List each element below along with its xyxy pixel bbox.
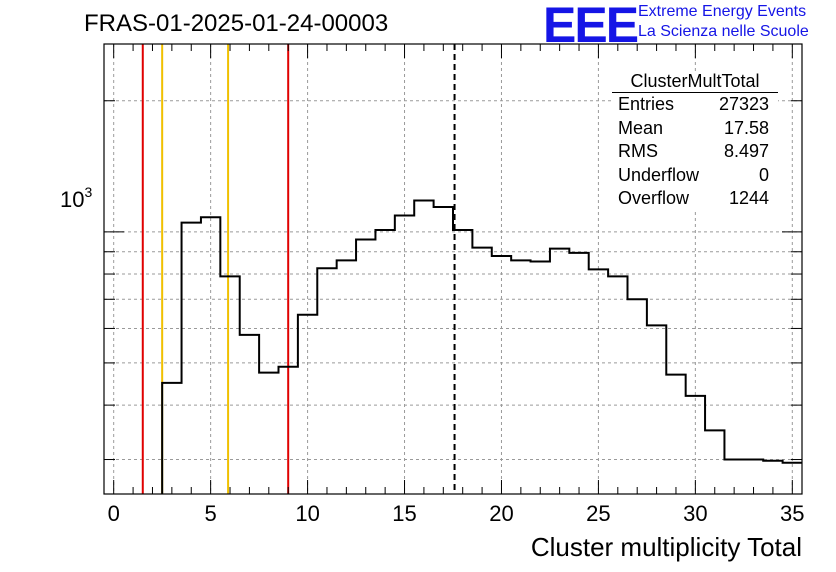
stats-row-overflow: Overflow 1244 [612, 187, 778, 211]
y-tick-label-1000: 103 [60, 184, 93, 212]
stats-row-entries: Entries 27323 [612, 93, 778, 117]
histogram-series [161, 199, 802, 494]
plot-frame-rect [103, 43, 803, 495]
x-tick-label: 35 [780, 501, 805, 526]
x-axis-title: Cluster multiplicity Total [530, 532, 802, 562]
stats-value: 0 [758, 164, 769, 185]
stats-box: ClusterMultTotal Entries 27323 Mean 17.5… [612, 71, 778, 211]
stats-title: ClusterMultTotal [612, 71, 778, 93]
stats-label: RMS [618, 141, 658, 161]
x-tick-label: 20 [489, 501, 514, 526]
x-tick-label: 30 [683, 501, 708, 526]
plot-title: FRAS-01-2025-01-24-00003 [84, 10, 389, 37]
x-tick-label: 25 [586, 501, 611, 526]
stats-label: Underflow [618, 164, 700, 185]
eee-logo: EEE [543, 0, 639, 53]
stats-row-underflow: Underflow 0 [612, 164, 778, 188]
logo-subtitle-1: Extreme Energy Events [638, 3, 807, 20]
stats-value: 17.58 [723, 117, 769, 138]
logo-subtitle-2: La Scienza nelle Scuole [638, 23, 809, 40]
stats-label: Overflow [618, 188, 690, 208]
marker-lines [141, 44, 456, 494]
x-tick-label: 15 [392, 501, 417, 526]
x-tick-label: 0 [107, 501, 120, 526]
stats-label: Mean [618, 117, 664, 138]
stats-value: 8.497 [723, 141, 769, 161]
x-tick-label: 5 [204, 501, 217, 526]
stats-value: 27323 [718, 94, 769, 114]
axis-ticks [104, 44, 802, 494]
histogram-line [161, 199, 802, 494]
stats-row-rms: RMS 8.497 [612, 140, 778, 164]
stats-value: 1244 [728, 188, 769, 208]
stats-label: Entries [618, 94, 675, 114]
plot-frame [103, 43, 803, 495]
stats-row-mean: Mean 17.58 [612, 117, 778, 141]
x-tick-label: 10 [295, 501, 320, 526]
